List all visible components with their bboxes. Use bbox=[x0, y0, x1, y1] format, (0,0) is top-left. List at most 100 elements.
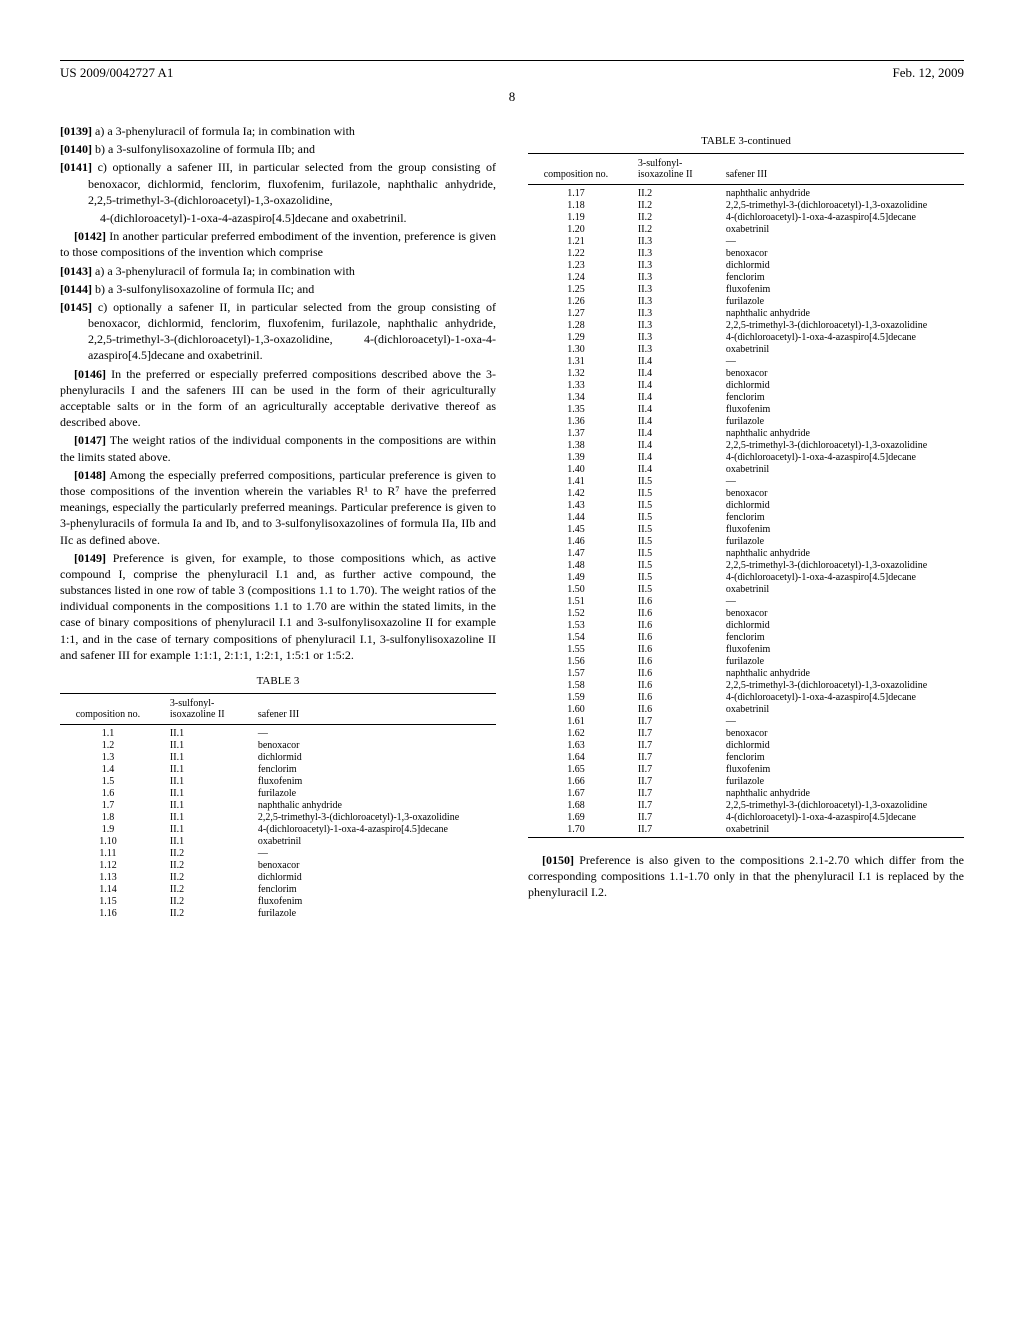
table-cell: II.4 bbox=[624, 415, 720, 427]
paragraph-0141: [0141] c) optionally a safener III, in p… bbox=[60, 159, 496, 208]
table-row: 1.19II.24-(dichloroacetyl)-1-oxa-4-azasp… bbox=[528, 211, 964, 223]
table-rule bbox=[60, 693, 496, 694]
table-cell: fluxofenim bbox=[720, 763, 964, 775]
table-cell: dichlormid bbox=[720, 619, 964, 631]
table-cell: II.3 bbox=[624, 343, 720, 355]
table-cell: naphthalic anhydride bbox=[252, 799, 496, 811]
table-row: 1.37II.4naphthalic anhydride bbox=[528, 427, 964, 439]
para-num: [0148] bbox=[74, 468, 106, 482]
table-cell: 1.29 bbox=[528, 331, 624, 343]
table3-right-table: composition no. 3-sulfonyl-isoxazoline I… bbox=[528, 156, 964, 182]
table-cell: furilazole bbox=[720, 295, 964, 307]
table-cell: 1.23 bbox=[528, 259, 624, 271]
table-row: 1.17II.2naphthalic anhydride bbox=[528, 187, 964, 199]
table-cell: furilazole bbox=[720, 535, 964, 547]
para-text: b) a 3-sulfonylisoxazoline of formula II… bbox=[95, 142, 315, 156]
table-cell: furilazole bbox=[720, 775, 964, 787]
para-text: a) a 3-phenyluracil of formula Ia; in co… bbox=[95, 264, 355, 278]
table-cell: II.1 bbox=[156, 787, 252, 799]
para-text: In the preferred or especially preferred… bbox=[60, 367, 496, 430]
table-row: 1.54II.6fenclorim bbox=[528, 631, 964, 643]
paragraph-0139: [0139] a) a 3-phenyluracil of formula Ia… bbox=[60, 123, 496, 139]
para-num: [0146] bbox=[74, 367, 106, 381]
table-row: 1.35II.4fluxofenim bbox=[528, 403, 964, 415]
table-cell: naphthalic anhydride bbox=[720, 787, 964, 799]
table-cell: 1.49 bbox=[528, 571, 624, 583]
table-cell: benoxacor bbox=[720, 727, 964, 739]
table-cell: II.4 bbox=[624, 355, 720, 367]
table-row: 1.52II.6benoxacor bbox=[528, 607, 964, 619]
table-cell: 1.64 bbox=[528, 751, 624, 763]
table-row: 1.33II.4dichlormid bbox=[528, 379, 964, 391]
table-cell: benoxacor bbox=[252, 859, 496, 871]
table-cell: 1.36 bbox=[528, 415, 624, 427]
table-cell: benoxacor bbox=[720, 247, 964, 259]
table-cell: 1.41 bbox=[528, 475, 624, 487]
table-cell: II.1 bbox=[156, 763, 252, 775]
table-cell: 4-(dichloroacetyl)-1-oxa-4-azaspiro[4.5]… bbox=[720, 571, 964, 583]
table-cell: oxabetrinil bbox=[720, 223, 964, 235]
table-row: 1.45II.5fluxofenim bbox=[528, 523, 964, 535]
table-cell: 1.56 bbox=[528, 655, 624, 667]
table-row: 1.50II.5oxabetrinil bbox=[528, 583, 964, 595]
page-number: 8 bbox=[60, 89, 964, 105]
paragraph-0147: [0147] The weight ratios of the individu… bbox=[60, 432, 496, 464]
table-row: 1.28II.32,2,5-trimethyl-3-(dichloroacety… bbox=[528, 319, 964, 331]
table-row: 1.26II.3furilazole bbox=[528, 295, 964, 307]
table-cell: 1.34 bbox=[528, 391, 624, 403]
table-cell: benoxacor bbox=[720, 487, 964, 499]
table-cell: fenclorim bbox=[720, 751, 964, 763]
table-row: 1.3II.1dichlormid bbox=[60, 751, 496, 763]
table-cell: 1.14 bbox=[60, 883, 156, 895]
table-cell: II.7 bbox=[624, 763, 720, 775]
table-cell: 1.63 bbox=[528, 739, 624, 751]
table-cell: naphthalic anhydride bbox=[720, 307, 964, 319]
table-row: 1.38II.42,2,5-trimethyl-3-(dichloroacety… bbox=[528, 439, 964, 451]
table-cell: II.4 bbox=[624, 379, 720, 391]
table-cell: dichlormid bbox=[252, 751, 496, 763]
table-cell: II.2 bbox=[156, 859, 252, 871]
table-row: 1.25II.3fluxofenim bbox=[528, 283, 964, 295]
table-cell: 1.55 bbox=[528, 643, 624, 655]
table-cell: 1.51 bbox=[528, 595, 624, 607]
table-cell: II.6 bbox=[624, 619, 720, 631]
table-cell: II.1 bbox=[156, 823, 252, 835]
table-cell: fenclorim bbox=[252, 883, 496, 895]
table-cell: II.5 bbox=[624, 523, 720, 535]
table3-caption-cont: TABLE 3-continued bbox=[528, 135, 964, 147]
table-cell: II.2 bbox=[156, 895, 252, 907]
table-cell: II.2 bbox=[156, 847, 252, 859]
table-row: 1.40II.4oxabetrinil bbox=[528, 463, 964, 475]
table-rule bbox=[528, 153, 964, 154]
table-row: 1.24II.3fenclorim bbox=[528, 271, 964, 283]
table-row: 1.48II.52,2,5-trimethyl-3-(dichloroacety… bbox=[528, 559, 964, 571]
table-row: 1.15II.2fluxofenim bbox=[60, 895, 496, 907]
table-cell: 1.39 bbox=[528, 451, 624, 463]
table-cell: 2,2,5-trimethyl-3-(dichloroacetyl)-1,3-o… bbox=[720, 679, 964, 691]
table-cell: 2,2,5-trimethyl-3-(dichloroacetyl)-1,3-o… bbox=[720, 559, 964, 571]
table-cell: II.3 bbox=[624, 271, 720, 283]
table-cell: II.2 bbox=[624, 223, 720, 235]
header-row: US 2009/0042727 A1 Feb. 12, 2009 bbox=[60, 65, 964, 81]
table3-left: composition no. 3-sulfonyl-isoxazoline I… bbox=[60, 693, 496, 919]
table-cell: 4-(dichloroacetyl)-1-oxa-4-azaspiro[4.5]… bbox=[720, 331, 964, 343]
table-cell: II.4 bbox=[624, 463, 720, 475]
table-row: 1.44II.5fenclorim bbox=[528, 511, 964, 523]
para-text: In another particular preferred embodime… bbox=[60, 229, 496, 259]
table-cell: 1.24 bbox=[528, 271, 624, 283]
table-cell: 1.1 bbox=[60, 727, 156, 739]
table-cell: II.5 bbox=[624, 559, 720, 571]
table-cell: 1.53 bbox=[528, 619, 624, 631]
table-cell: fluxofenim bbox=[252, 895, 496, 907]
table-row: 1.57II.6naphthalic anhydride bbox=[528, 667, 964, 679]
table-cell: 1.66 bbox=[528, 775, 624, 787]
table-cell: 1.33 bbox=[528, 379, 624, 391]
table-cell: naphthalic anhydride bbox=[720, 187, 964, 199]
table-cell: — bbox=[720, 715, 964, 727]
table-cell: 1.69 bbox=[528, 811, 624, 823]
table-cell: 1.19 bbox=[528, 211, 624, 223]
table-header: composition no. bbox=[528, 156, 624, 182]
table-cell: 1.44 bbox=[528, 511, 624, 523]
table-cell: furilazole bbox=[252, 787, 496, 799]
table-row: 1.29II.34-(dichloroacetyl)-1-oxa-4-azasp… bbox=[528, 331, 964, 343]
